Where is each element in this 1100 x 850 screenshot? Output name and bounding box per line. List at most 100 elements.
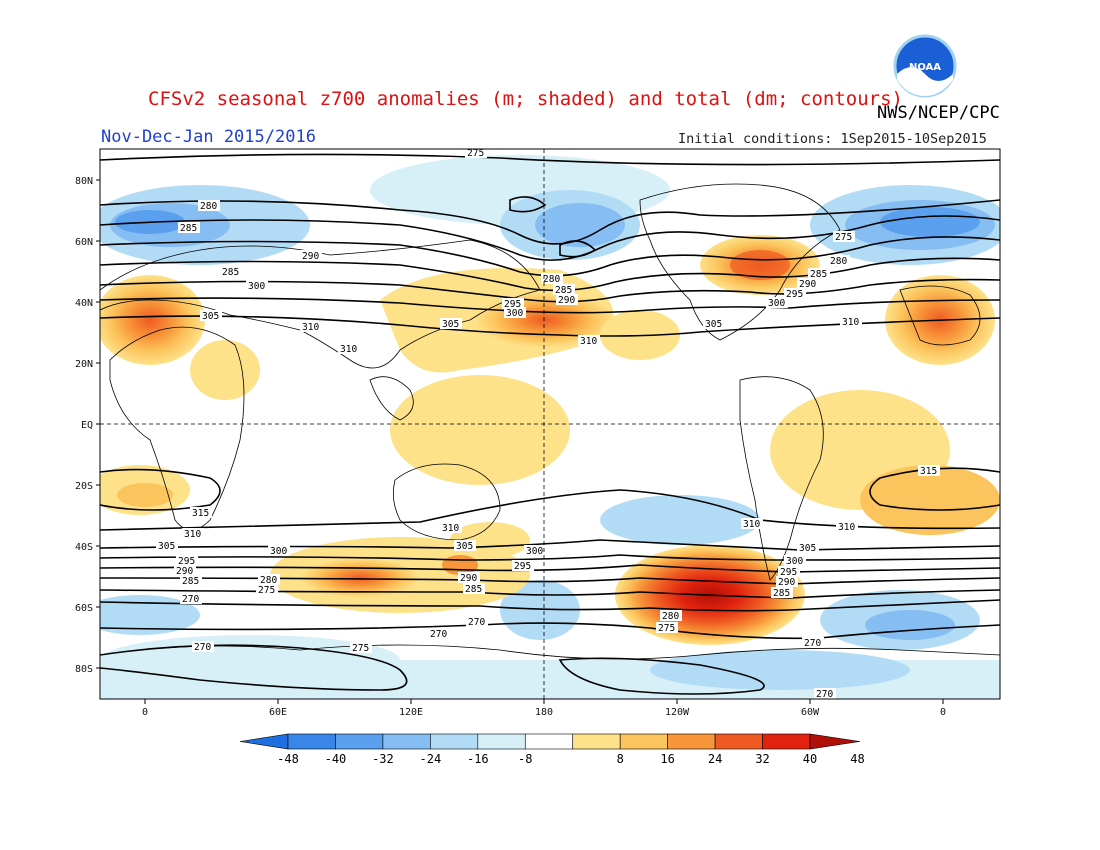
contour-label-280-south-c: 280: [662, 611, 679, 622]
lat-label: 80N: [75, 176, 93, 187]
contour-label-310-south-c: 310: [442, 523, 459, 534]
lat-label: 40N: [75, 298, 93, 309]
lon-label: 180: [535, 707, 553, 718]
contour-labels: 275 280 285 290 285 300 305 310 310 305 …: [156, 147, 940, 700]
initial-conditions-label: Initial conditions: 1Sep2015-10Sep2015: [678, 131, 987, 147]
period-label: Nov-Dec-Jan 2015/2016: [101, 127, 316, 147]
colorbar: -48 -40 -32 -24 -16 -8 8 16 24 32 40 48: [239, 733, 865, 766]
contour-label-270-se: 270: [804, 638, 821, 649]
coastlines: [100, 183, 1000, 660]
contour-label-285-west: 285: [180, 223, 197, 234]
contour-label-315-east: 315: [920, 466, 937, 477]
lon-label: 60W: [801, 707, 820, 718]
contour-label-280-west: 280: [200, 201, 217, 212]
contour-label-285-b: 285: [222, 267, 239, 278]
noaa-logo: NOAA: [893, 34, 957, 98]
contour-label-290-pacific: 290: [558, 295, 575, 306]
colorbar-tick-label: -32: [372, 752, 394, 766]
contour-label-275-north: 275: [467, 148, 484, 159]
contour-label-275-south-c: 275: [658, 623, 675, 634]
contour-label-300-pacific: 300: [506, 308, 523, 319]
contour-label-305-south-c: 305: [456, 541, 473, 552]
contour-label-285-atlantic: 285: [810, 269, 827, 280]
contour-label-295-south-e: 295: [780, 567, 797, 578]
contour-label-270-sp: 270: [816, 689, 833, 700]
lon-label: 60E: [269, 707, 287, 718]
lat-label: 60N: [75, 237, 93, 248]
contour-label-270-sw: 270: [182, 594, 199, 605]
contour-label-290-atlantic: 290: [799, 279, 816, 290]
contour-label-310-south-ee: 310: [838, 522, 855, 533]
contour-label-305-south: 305: [158, 541, 175, 552]
contour-label-290-west: 290: [302, 251, 319, 262]
contour-label-310-b: 310: [340, 344, 357, 355]
colorbar-tick-label: 16: [660, 752, 674, 766]
colorbar-swatch: [619, 733, 668, 750]
contour-label-270-sc2: 270: [430, 629, 447, 640]
contour-label-300-atlantic: 300: [768, 298, 785, 309]
contour-label-305-west: 305: [202, 311, 219, 322]
colorbar-swatch: [762, 733, 811, 750]
colorbar-tick-label: 48: [850, 752, 864, 766]
contour-label-275-antarctic: 275: [352, 643, 369, 654]
colorbar-tick-label: -8: [518, 752, 532, 766]
contour-label-310-south-e: 310: [743, 519, 760, 530]
colorbar-swatch: [714, 733, 763, 750]
colorbar-tick-label: -24: [420, 752, 442, 766]
colorbar-swatch: [477, 733, 526, 750]
contour-label-300-south-e: 300: [786, 556, 803, 567]
map-title: CFSv2 seasonal z700 anomalies (m; shaded…: [148, 88, 903, 110]
contour-label-285-south-c: 285: [465, 584, 482, 595]
lat-label: 60S: [75, 603, 93, 614]
contour-label-300-south-w: 300: [270, 546, 287, 557]
contour-label-270-sw2: 270: [194, 642, 211, 653]
contour-label-295-pacific: 295: [504, 299, 521, 310]
lon-label: 120E: [399, 707, 423, 718]
colorbar-tick-label: 32: [755, 752, 769, 766]
height-contours: [100, 153, 1000, 695]
contour-label-305-america: 305: [705, 319, 722, 330]
contour-label-280-pacific: 280: [543, 274, 560, 285]
contour-label-270-sc: 270: [468, 617, 485, 628]
colorbar-tick-label: 8: [617, 752, 624, 766]
longitude-axis: 0 60E 120E 180 120W 60W 0: [142, 699, 946, 718]
colorbar-tick-label: -48: [277, 752, 299, 766]
contour-label-285-south-w: 285: [182, 576, 199, 587]
colorbar-swatch: [572, 733, 621, 750]
colorbar-swatch: [287, 733, 336, 750]
lon-label: 120W: [665, 707, 690, 718]
latitude-axis: 80N 60N 40N 20N EQ 20S 40S 60S 80S: [75, 176, 100, 675]
contour-label-305-south-e: 305: [799, 543, 816, 554]
contour-label-290-south-c: 290: [460, 573, 477, 584]
contour-label-295-south-c: 295: [514, 561, 531, 572]
india-outline: [369, 376, 414, 421]
colorbar-swatch: [524, 733, 574, 750]
colorbar-tick-label: 40: [803, 752, 817, 766]
contour-label-275-atlantic: 275: [835, 232, 852, 243]
contour-label-310-south-w: 310: [184, 529, 201, 540]
contour-label-280-south-w: 280: [260, 575, 277, 586]
colorbar-arrow-high: [809, 733, 861, 750]
contour-label-300-south-c: 300: [526, 546, 543, 557]
contour-label-310-pacific: 310: [580, 336, 597, 347]
africa-outline: [109, 326, 245, 531]
colorbar-arrow-low: [239, 733, 289, 750]
colorbar-swatch: [667, 733, 716, 750]
contour-label-310-a: 310: [302, 322, 319, 333]
lon-label: 0: [142, 707, 148, 718]
contour-label-280-atlantic: 280: [830, 256, 847, 267]
eurasia-outline: [100, 239, 541, 369]
colorbar-tick-label: 24: [708, 752, 722, 766]
lat-label: 20S: [75, 481, 93, 492]
agency-label: NWS/NCEP/CPC: [877, 103, 1000, 123]
contour-label-285-south-e: 285: [773, 588, 790, 599]
lat-label: 40S: [75, 542, 93, 553]
contour-label-295-south-w: 295: [178, 556, 195, 567]
contour-label-295-atlantic: 295: [786, 289, 803, 300]
colorbar-swatch: [430, 733, 479, 750]
colorbar-tick-label: -16: [467, 752, 489, 766]
australia-outline: [392, 463, 501, 541]
lon-label: 0: [940, 707, 946, 718]
noaa-logo-text: NOAA: [909, 62, 941, 73]
